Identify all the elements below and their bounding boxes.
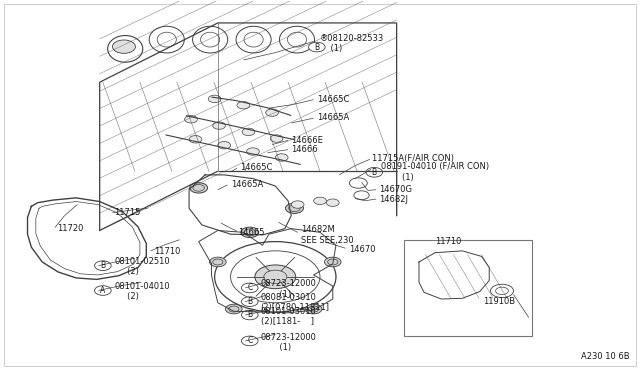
Text: 14682M
SEE SEE,230: 14682M SEE SEE,230 (301, 225, 353, 245)
Text: 11910B: 11910B (483, 297, 515, 306)
Text: A: A (100, 286, 106, 295)
Circle shape (225, 304, 242, 314)
Text: B: B (314, 42, 319, 51)
Circle shape (241, 297, 258, 307)
Text: 08081-03010
(2)[0780-11811]: 08081-03010 (2)[0780-11811] (260, 293, 330, 312)
Text: 14665C: 14665C (240, 163, 273, 172)
Circle shape (305, 304, 322, 314)
Circle shape (208, 95, 221, 103)
Circle shape (270, 135, 283, 142)
Text: 11710: 11710 (154, 247, 180, 256)
Text: 14666: 14666 (291, 145, 318, 154)
Circle shape (275, 154, 288, 161)
Text: B: B (100, 261, 106, 270)
Text: 14682J: 14682J (379, 195, 408, 204)
Text: 08723-12000
       (1): 08723-12000 (1) (260, 279, 317, 299)
Circle shape (237, 102, 250, 109)
Text: 14670: 14670 (349, 244, 375, 253)
Text: A230 10 6B: A230 10 6B (581, 352, 630, 361)
Text: 14670G: 14670G (379, 185, 412, 194)
Text: 14665A: 14665A (317, 113, 349, 122)
Circle shape (308, 42, 325, 52)
Circle shape (266, 109, 278, 116)
Text: 08101-03010
(2)[1181-    ]: 08101-03010 (2)[1181- ] (260, 307, 316, 326)
Text: 11710: 11710 (435, 237, 461, 246)
Text: 14665: 14665 (238, 228, 265, 237)
FancyBboxPatch shape (404, 240, 532, 336)
Text: 08723-12000
       (1): 08723-12000 (1) (260, 333, 317, 352)
Text: ®08120-82533
    (1): ®08120-82533 (1) (320, 33, 384, 53)
Circle shape (218, 141, 230, 149)
Text: 08101-04010
     (2): 08101-04010 (2) (115, 282, 170, 301)
Circle shape (366, 167, 383, 177)
Circle shape (246, 148, 259, 155)
Circle shape (242, 128, 255, 136)
Text: B: B (372, 168, 377, 177)
Circle shape (212, 122, 225, 129)
Circle shape (113, 40, 136, 53)
Circle shape (189, 183, 207, 193)
Text: 11715: 11715 (115, 208, 141, 217)
Text: 14666E: 14666E (291, 136, 323, 145)
Text: 08191-04010 (F/AIR CON)
        (1): 08191-04010 (F/AIR CON) (1) (381, 162, 489, 182)
Circle shape (241, 227, 259, 237)
Circle shape (291, 201, 304, 208)
Circle shape (241, 336, 258, 346)
Circle shape (241, 310, 258, 320)
Text: C: C (247, 336, 252, 346)
Text: 11715A(F/AIR CON): 11715A(F/AIR CON) (372, 154, 454, 163)
Circle shape (324, 257, 341, 267)
Text: B: B (247, 311, 252, 320)
Circle shape (95, 261, 111, 270)
Circle shape (189, 136, 202, 143)
Circle shape (209, 257, 226, 267)
Text: 11720: 11720 (57, 224, 83, 233)
Text: C: C (247, 283, 252, 292)
Text: 14665C: 14665C (317, 95, 349, 104)
Circle shape (314, 197, 326, 205)
Circle shape (184, 116, 197, 123)
Circle shape (241, 283, 258, 293)
Text: 14665A: 14665A (230, 180, 263, 189)
Circle shape (95, 286, 111, 295)
Text: B: B (247, 297, 252, 306)
Circle shape (255, 265, 296, 289)
Circle shape (285, 203, 303, 214)
Text: 08101-02510
     (2): 08101-02510 (2) (115, 257, 170, 276)
Circle shape (326, 199, 339, 206)
